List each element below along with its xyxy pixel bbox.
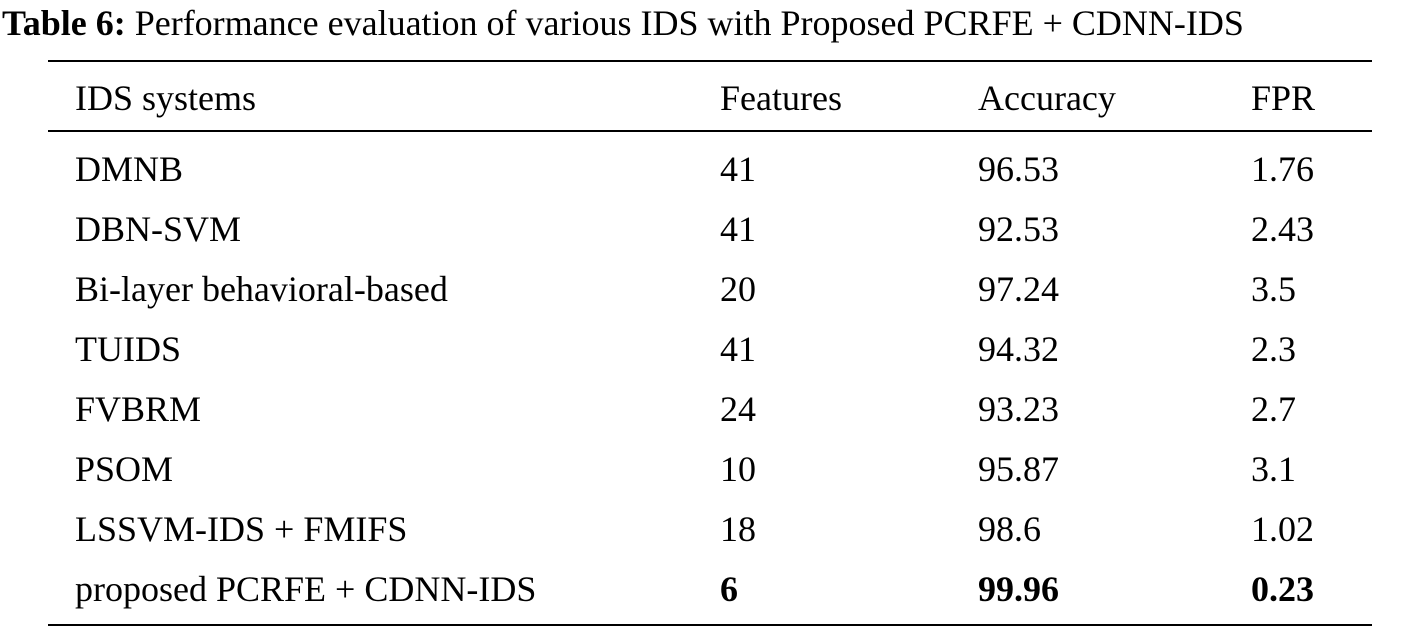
cell-fpr: 2.7 (1251, 389, 1296, 429)
table-row-proposed: proposed PCRFE + CDNN-IDS 6 99.96 0.23 (48, 559, 1372, 619)
cell-ids-system: Bi-layer behavioral-based (75, 269, 448, 309)
table-row: PSOM 10 95.87 3.1 (48, 439, 1372, 499)
table-row: DBN-SVM 41 92.53 2.43 (48, 199, 1372, 259)
cell-accuracy: 95.87 (978, 449, 1059, 489)
cell-accuracy: 98.6 (978, 509, 1041, 549)
table-caption: Table 6: Performance evaluation of vario… (2, 2, 1419, 44)
cell-features: 41 (720, 209, 756, 249)
cell-fpr: 2.43 (1251, 209, 1314, 249)
table-top-rule (48, 60, 1372, 62)
cell-features: 41 (720, 329, 756, 369)
cell-features: 41 (720, 149, 756, 189)
cell-features: 10 (720, 449, 756, 489)
results-table: IDS systems Features Accuracy FPR DMNB 4… (48, 60, 1372, 628)
table-caption-text: Performance evaluation of various IDS wi… (134, 3, 1244, 43)
cell-ids-system: FVBRM (75, 389, 202, 429)
cell-fpr: 1.76 (1251, 149, 1314, 189)
table-row: Bi-layer behavioral-based 20 97.24 3.5 (48, 259, 1372, 319)
cell-features: 18 (720, 509, 756, 549)
cell-accuracy: 93.23 (978, 389, 1059, 429)
table-row: FVBRM 24 93.23 2.7 (48, 379, 1372, 439)
cell-features: 24 (720, 389, 756, 429)
column-header-ids-systems: IDS systems (75, 78, 257, 118)
table-row: TUIDS 41 94.32 2.3 (48, 319, 1372, 379)
table-row: LSSVM-IDS + FMIFS 18 98.6 1.02 (48, 499, 1372, 559)
cell-features: 20 (720, 269, 756, 309)
cell-fpr: 2.3 (1251, 329, 1296, 369)
cell-ids-system: DBN-SVM (75, 209, 242, 249)
table-header-row: IDS systems Features Accuracy FPR (48, 68, 1372, 128)
table-header-rule (48, 130, 1372, 132)
cell-accuracy: 92.53 (978, 209, 1059, 249)
cell-ids-system: LSSVM-IDS + FMIFS (75, 509, 408, 549)
table-caption-label: Table 6: (2, 3, 126, 43)
table-bottom-rule (48, 624, 1372, 626)
cell-accuracy: 97.24 (978, 269, 1059, 309)
column-header-features: Features (720, 78, 842, 118)
cell-ids-system: PSOM (75, 449, 174, 489)
column-header-fpr: FPR (1251, 78, 1316, 118)
cell-accuracy: 96.53 (978, 149, 1059, 189)
cell-ids-system: proposed PCRFE + CDNN-IDS (75, 569, 537, 609)
cell-fpr: 1.02 (1251, 509, 1314, 549)
cell-accuracy: 99.96 (978, 569, 1059, 609)
table-row: DMNB 41 96.53 1.76 (48, 139, 1372, 199)
cell-features: 6 (720, 569, 738, 609)
cell-fpr: 3.1 (1251, 449, 1296, 489)
cell-ids-system: DMNB (75, 149, 184, 189)
cell-fpr: 0.23 (1251, 569, 1314, 609)
cell-ids-system: TUIDS (75, 329, 181, 369)
column-header-accuracy: Accuracy (978, 78, 1116, 118)
cell-fpr: 3.5 (1251, 269, 1296, 309)
cell-accuracy: 94.32 (978, 329, 1059, 369)
